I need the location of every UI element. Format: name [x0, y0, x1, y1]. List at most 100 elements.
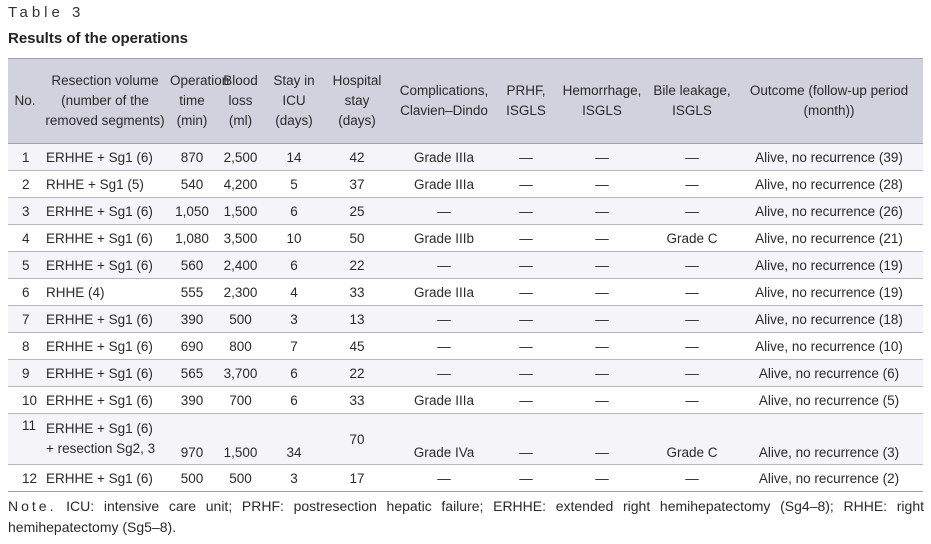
cell-outcome: Alive, no recurrence (3)	[735, 413, 923, 465]
cell-volume: ERHHE + Sg1 (6)	[42, 251, 168, 279]
cell-outcome: Alive, no recurrence (2)	[735, 464, 923, 492]
cell-volume: ERHHE + Sg1 (6)	[42, 197, 168, 225]
cell-icu: 4	[265, 278, 323, 306]
table-row: 11 ERHHE + Sg1 (6) + resection Sg2, 3 97…	[8, 413, 923, 465]
cell-hemorrhage: —	[555, 224, 649, 252]
header-prhf: PRHF, ISGLS	[497, 58, 555, 144]
cell-complications: —	[391, 359, 497, 387]
results-table: No. Resection volume (number of the remo…	[8, 58, 923, 492]
header-row: No. Resection volume (number of the remo…	[8, 58, 923, 144]
table-row: 7 ERHHE + Sg1 (6) 390 500 3 13 — — — — A…	[8, 305, 923, 333]
cell-bile: —	[649, 170, 735, 198]
cell-icu: 10	[265, 224, 323, 252]
cell-blood-loss: 500	[216, 464, 265, 492]
cell-bile: Grade C	[649, 413, 735, 465]
cell-prhf: —	[497, 197, 555, 225]
cell-complications: —	[391, 332, 497, 360]
table-row: 6 RHHE (4) 555 2,300 4 33 Grade IIIa — —…	[8, 278, 923, 306]
table-footnote: Note. ICU: intensive care unit; PRHF: po…	[8, 496, 924, 538]
cell-bile: —	[649, 386, 735, 414]
cell-hospital: 42	[323, 143, 391, 171]
cell-volume-line2: + resection Sg2, 3	[46, 441, 156, 456]
cell-hospital: 50	[323, 224, 391, 252]
cell-op-time: 870	[168, 143, 216, 171]
cell-hospital: 33	[323, 278, 391, 306]
cell-complications: Grade IVa	[391, 413, 497, 465]
cell-blood-loss: 1,500	[216, 197, 265, 225]
cell-hemorrhage: —	[555, 170, 649, 198]
table-row: 10 ERHHE + Sg1 (6) 390 700 6 33 Grade II…	[8, 386, 923, 414]
cell-volume: ERHHE + Sg1 (6)	[42, 143, 168, 171]
table-row: 8 ERHHE + Sg1 (6) 690 800 7 45 — — — — A…	[8, 332, 923, 360]
cell-prhf: —	[497, 464, 555, 492]
cell-volume: ERHHE + Sg1 (6)	[42, 359, 168, 387]
cell-blood-loss: 1,500	[216, 413, 265, 465]
cell-blood-loss: 2,500	[216, 143, 265, 171]
header-bile-leakage: Bile leakage, ISGLS	[649, 58, 735, 144]
cell-outcome: Alive, no recurrence (10)	[735, 332, 923, 360]
cell-no: 8	[8, 332, 42, 360]
cell-outcome: Alive, no recurrence (26)	[735, 197, 923, 225]
cell-prhf: —	[497, 305, 555, 333]
table-label: Table 3	[8, 4, 85, 21]
cell-prhf: —	[497, 224, 555, 252]
table-row: 5 ERHHE + Sg1 (6) 560 2,400 6 22 — — — —…	[8, 251, 923, 279]
header-complications: Complications, Clavien–Dindo	[391, 58, 497, 144]
note-text: ICU: intensive care unit; PRHF: postrese…	[8, 498, 924, 535]
cell-hemorrhage: —	[555, 278, 649, 306]
cell-icu: 3	[265, 305, 323, 333]
cell-op-time: 565	[168, 359, 216, 387]
cell-hospital: 37	[323, 170, 391, 198]
cell-bile: —	[649, 251, 735, 279]
cell-complications: Grade IIIa	[391, 143, 497, 171]
cell-no: 5	[8, 251, 42, 279]
cell-complications: Grade IIIa	[391, 278, 497, 306]
cell-op-time: 970	[168, 413, 216, 465]
cell-prhf: —	[497, 413, 555, 465]
cell-icu: 34	[265, 413, 323, 465]
cell-icu: 5	[265, 170, 323, 198]
cell-volume: RHHE (4)	[42, 278, 168, 306]
cell-no: 1	[8, 143, 42, 171]
cell-icu: 6	[265, 359, 323, 387]
cell-prhf: —	[497, 386, 555, 414]
cell-no: 10	[8, 386, 42, 414]
cell-no: 12	[8, 464, 42, 492]
cell-no: 6	[8, 278, 42, 306]
cell-volume: ERHHE + Sg1 (6)	[42, 305, 168, 333]
cell-volume: ERHHE + Sg1 (6)	[42, 224, 168, 252]
cell-op-time: 1,050	[168, 197, 216, 225]
cell-volume: ERHHE + Sg1 (6) + resection Sg2, 3	[42, 413, 168, 465]
cell-hospital: 45	[323, 332, 391, 360]
cell-outcome: Alive, no recurrence (6)	[735, 359, 923, 387]
cell-icu: 6	[265, 251, 323, 279]
cell-prhf: —	[497, 170, 555, 198]
cell-bile: —	[649, 197, 735, 225]
cell-complications: —	[391, 251, 497, 279]
cell-no: 3	[8, 197, 42, 225]
cell-volume: ERHHE + Sg1 (6)	[42, 464, 168, 492]
cell-blood-loss: 2,300	[216, 278, 265, 306]
cell-outcome: Alive, no recurrence (21)	[735, 224, 923, 252]
table-row: 12 ERHHE + Sg1 (6) 500 500 3 17 — — — — …	[8, 464, 923, 492]
cell-no: 4	[8, 224, 42, 252]
cell-op-time: 390	[168, 305, 216, 333]
cell-prhf: —	[497, 332, 555, 360]
cell-complications: —	[391, 305, 497, 333]
cell-no: 2	[8, 170, 42, 198]
cell-outcome: Alive, no recurrence (19)	[735, 251, 923, 279]
cell-outcome: Alive, no recurrence (39)	[735, 143, 923, 171]
cell-bile: —	[649, 359, 735, 387]
cell-blood-loss: 2,400	[216, 251, 265, 279]
cell-volume: ERHHE + Sg1 (6)	[42, 332, 168, 360]
cell-hospital: 13	[323, 305, 391, 333]
cell-blood-loss: 700	[216, 386, 265, 414]
header-blood-loss: Blood loss (ml)	[216, 58, 265, 144]
cell-hemorrhage: —	[555, 332, 649, 360]
cell-blood-loss: 3,500	[216, 224, 265, 252]
cell-op-time: 390	[168, 386, 216, 414]
cell-hospital: 25	[323, 197, 391, 225]
cell-hospital: 22	[323, 359, 391, 387]
cell-complications: Grade IIIa	[391, 170, 497, 198]
cell-no: 11	[8, 413, 42, 465]
